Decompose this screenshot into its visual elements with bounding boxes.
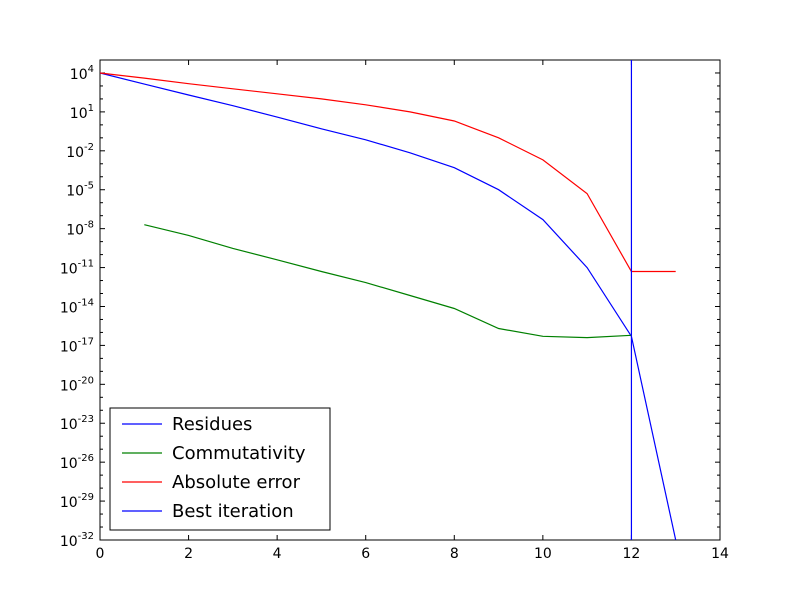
y-tick-label: 10-17 [60, 336, 94, 355]
y-tick-label: 10-29 [60, 492, 94, 511]
y-tick-label: 10-32 [60, 531, 94, 550]
x-tick-label: 6 [361, 546, 370, 562]
y-tick-label: 10-2 [66, 142, 94, 161]
y-tick-label: 10-14 [60, 297, 94, 316]
y-tick-label: 101 [70, 103, 94, 122]
series-line-residues [100, 72, 677, 540]
x-tick-label: 2 [184, 546, 193, 562]
legend-label-absolute-error: Absolute error [172, 472, 301, 493]
legend-label-residues: Residues [172, 414, 252, 435]
series-group [100, 60, 677, 540]
y-tick-label: 10-11 [60, 259, 94, 278]
legend-label-commutativity: Commutativity [172, 443, 306, 464]
y-tick-label: 10-8 [66, 220, 94, 239]
x-tick-label: 4 [273, 546, 282, 562]
y-tick-label: 104 [70, 64, 94, 83]
x-tick-label: 0 [96, 546, 105, 562]
series-line-commutativity [144, 224, 632, 339]
y-tick-label: 10-5 [66, 181, 94, 200]
legend-label-best-iteration: Best iteration [172, 501, 294, 522]
x-tick-label: 8 [450, 546, 459, 562]
y-tick-label: 10-23 [60, 414, 94, 433]
x-tick-label: 12 [623, 546, 641, 562]
series-line-absolute-error [100, 72, 676, 273]
x-tick-label: 14 [711, 546, 729, 562]
x-tick-label: 10 [534, 546, 552, 562]
y-tick-label: 10-26 [60, 453, 94, 472]
legend-box [109, 407, 331, 531]
y-tick-label: 10-20 [60, 375, 94, 394]
